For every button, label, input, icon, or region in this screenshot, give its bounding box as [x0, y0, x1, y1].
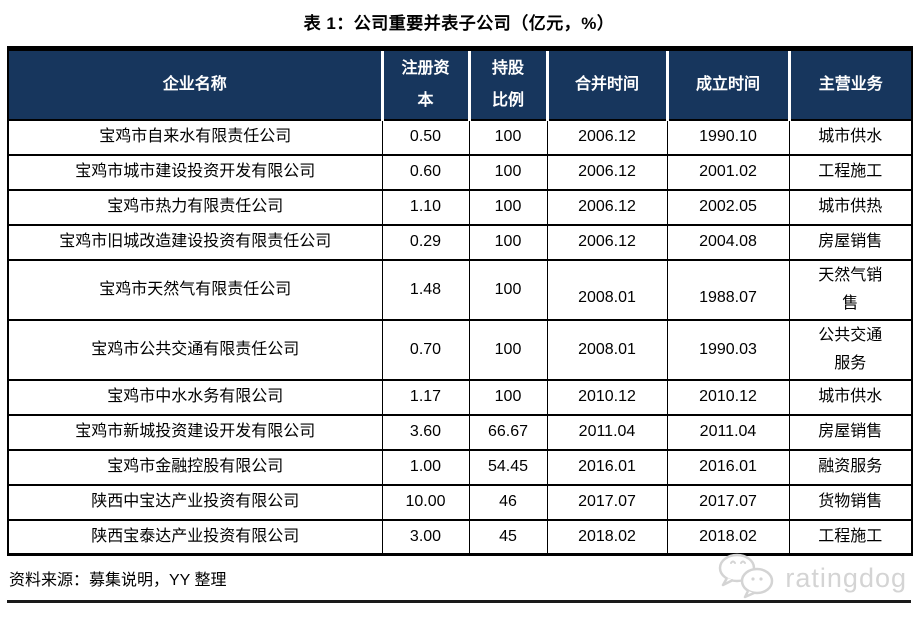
- table-cell: 房屋销售: [788, 413, 913, 450]
- table-cell: 100: [468, 378, 548, 415]
- table-cell: 公共交通 服务: [788, 318, 913, 380]
- table-cell: 1.17: [381, 378, 470, 415]
- table-row: 陕西宝泰达产业投资有限公司 3.00 45 2018.02 2018.02 工程施工: [7, 518, 913, 555]
- table-cell: 1990.03: [666, 318, 790, 380]
- table-row: 宝鸡市中水水务有限公司 1.17 100 2010.12 2010.12 城市供水: [7, 378, 913, 415]
- table-cell: 天然气销 售: [788, 258, 913, 320]
- table-row: 宝鸡市公共交通有限责任公司 0.70 100 2008.01 1990.03 公共交通 服…: [7, 318, 913, 380]
- table-cell: 100: [468, 318, 548, 380]
- table-cell: 2016.01: [666, 448, 790, 485]
- table-cell: 2011.04: [666, 413, 790, 450]
- table-cell: 1.00: [381, 448, 470, 485]
- subsidiaries-table: 企业名称 注册资 本持股 比例 合并时间 成立时间 主营业务 宝鸡市自来水有限责任公司 0…: [7, 46, 913, 556]
- table-cell: 2006.12: [546, 188, 668, 225]
- table-cell: 工程施工: [788, 153, 913, 190]
- table-cell: 0.60: [381, 153, 470, 190]
- company-name-cell: 宝鸡市旧城改造建设投资有限责任公司: [7, 223, 383, 260]
- bottom-divider: [7, 600, 911, 603]
- table-cell: 2008.01: [546, 258, 668, 320]
- table-cell: 2016.01: [546, 448, 668, 485]
- table-cell: 2011.04: [546, 413, 668, 450]
- table-cell: 工程施工: [788, 518, 913, 555]
- column-header: 成立时间: [665, 48, 789, 121]
- logo-text: ratingdog: [785, 562, 907, 593]
- header-row: 企业名称 注册资 本持股 比例 合并时间 成立时间 主营业务: [8, 48, 912, 121]
- table-header: 企业名称 注册资 本持股 比例 合并时间 成立时间 主营业务: [8, 48, 912, 121]
- table-cell: 融资服务: [788, 448, 913, 485]
- column-header: 持股 比例: [467, 48, 547, 121]
- table-row: 宝鸡市金融控股有限公司 1.00 54.45 2016.01 2016.01 融资服务: [7, 448, 913, 485]
- company-name-cell: 宝鸡市自来水有限责任公司: [7, 118, 383, 155]
- table-cell: 2001.02: [666, 153, 790, 190]
- table-cell: 0.29: [381, 223, 470, 260]
- table-cell: 2017.07: [666, 483, 790, 520]
- column-header: 企业名称: [8, 48, 382, 121]
- table-cell: 66.67: [468, 413, 548, 450]
- table-cell: 城市供水: [788, 118, 913, 155]
- company-name-cell: 宝鸡市热力有限责任公司: [7, 188, 383, 225]
- wechat-bubbles-icon: [715, 553, 777, 604]
- table-row: 宝鸡市天然气有限责任公司 1.48 100 2008.01 1988.07 天然气销 售: [7, 258, 913, 320]
- table-cell: 房屋销售: [788, 223, 913, 260]
- table-cell: 100: [468, 118, 548, 155]
- table-row: 宝鸡市旧城改造建设投资有限责任公司 0.29 100 2006.12 2004.08 房屋…: [7, 223, 913, 260]
- table-cell: 54.45: [468, 448, 548, 485]
- company-name-cell: 陕西宝泰达产业投资有限公司: [7, 518, 383, 555]
- table-cell: 2010.12: [546, 378, 668, 415]
- company-name-cell: 宝鸡市公共交通有限责任公司: [7, 318, 383, 380]
- company-name-cell: 宝鸡市中水水务有限公司: [7, 378, 383, 415]
- table-cell: 100: [468, 258, 548, 320]
- table-row: 宝鸡市热力有限责任公司 1.10 100 2006.12 2002.05 城市供热: [7, 188, 913, 225]
- source-note: 资料来源：募集说明，YY 整理: [9, 572, 227, 589]
- table-title: 表 1：公司重要并表子公司（亿元，%）: [303, 14, 615, 33]
- company-name-cell: 宝鸡市新城投资建设开发有限公司: [7, 413, 383, 450]
- table-cell: 1.10: [381, 188, 470, 225]
- table-cell: 城市供热: [788, 188, 913, 225]
- company-name-cell: 陕西中宝达产业投资有限公司: [7, 483, 383, 520]
- table-cell: 2006.12: [546, 118, 668, 155]
- table-cell: 10.00: [381, 483, 470, 520]
- table-cell: 1.48: [381, 258, 470, 320]
- table-cell: 46: [468, 483, 548, 520]
- table-row: 宝鸡市新城投资建设开发有限公司 3.60 66.67 2011.04 2011.04 房屋…: [7, 413, 913, 450]
- table-row: 宝鸡市城市建设投资开发有限公司 0.60 100 2006.12 2001.02 工程施工: [7, 153, 913, 190]
- company-name-cell: 宝鸡市金融控股有限公司: [7, 448, 383, 485]
- column-header: 注册资 本: [380, 48, 469, 121]
- table-cell: 1990.10: [666, 118, 790, 155]
- table-cell: 货物销售: [788, 483, 913, 520]
- table-cell: 0.50: [381, 118, 470, 155]
- table-cell: 3.00: [381, 518, 470, 555]
- table-cell: 0.70: [381, 318, 470, 380]
- table-cell: 城市供水: [788, 378, 913, 415]
- table-cell: 45: [468, 518, 548, 555]
- table-row: 陕西中宝达产业投资有限公司 10.00 46 2017.07 2017.07 货物销售: [7, 483, 913, 520]
- company-name-cell: 宝鸡市城市建设投资开发有限公司: [7, 153, 383, 190]
- table-row: 宝鸡市自来水有限责任公司 0.50 100 2006.12 1990.10 城市供水: [7, 118, 913, 155]
- column-header: 合并时间: [545, 48, 667, 121]
- table-cell: 2006.12: [546, 153, 668, 190]
- table-cell: 2018.02: [546, 518, 668, 555]
- table-cell: 100: [468, 223, 548, 260]
- table-cell: 2010.12: [666, 378, 790, 415]
- table-cell: 2008.01: [546, 318, 668, 380]
- table-cell: 2004.08: [666, 223, 790, 260]
- table-cell: 2017.07: [546, 483, 668, 520]
- table-cell: 1988.07: [666, 258, 790, 320]
- table-cell: 100: [468, 153, 548, 190]
- table-cell: 100: [468, 188, 548, 225]
- table-cell: 2018.02: [666, 518, 790, 555]
- column-header: 主营业务: [787, 48, 912, 121]
- table-body: 宝鸡市自来水有限责任公司 0.50 100 2006.12 1990.10 城市供水 宝鸡市…: [7, 118, 913, 555]
- footer: 资料来源：募集说明，YY 整理 ratingdog: [7, 553, 911, 600]
- table-cell: 2006.12: [546, 223, 668, 260]
- table-cell: 3.60: [381, 413, 470, 450]
- company-name-cell: 宝鸡市天然气有限责任公司: [7, 258, 383, 320]
- table-cell: 2002.05: [666, 188, 790, 225]
- ratingdog-logo: ratingdog: [715, 553, 907, 604]
